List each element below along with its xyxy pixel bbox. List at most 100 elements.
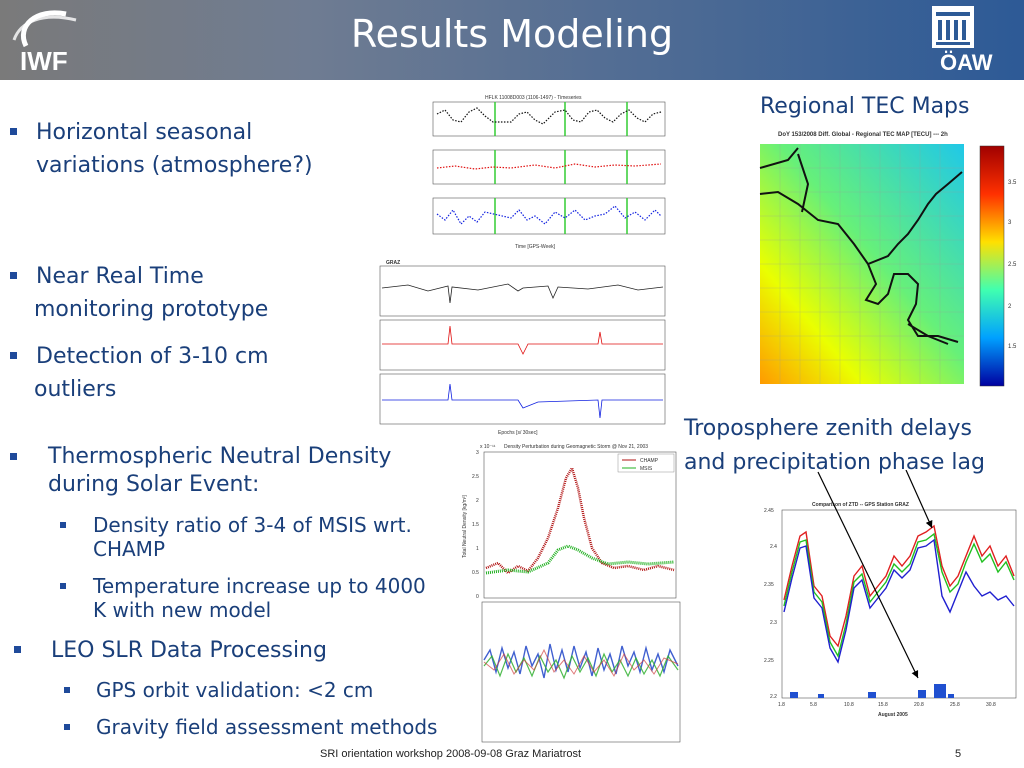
bullet-marker <box>60 522 66 528</box>
slr-residual-lines <box>483 643 679 679</box>
sub-bullet-text: GPS orbit validation: <2 cm <box>96 678 374 702</box>
ztd-red-series <box>783 524 1015 648</box>
title-bar <box>0 0 1024 80</box>
sub-bullet-text: CHAMP <box>93 537 166 561</box>
bullet-outliers: Detection of 3-10 cm outliers <box>10 340 350 406</box>
bullet-marker <box>60 583 66 589</box>
bullet-marker <box>14 646 21 653</box>
graz-xlabel: Epochs [s/ 30sec] <box>498 430 538 436</box>
ztd-figure: Comparison of ZTD -- GPS Station GRAZ 2.… <box>764 502 1017 718</box>
ztd-xtick: 10.8 <box>844 702 854 708</box>
density-legend-msis: MSIS <box>640 466 653 472</box>
tec-maps-label: Regional TEC Maps <box>760 94 970 119</box>
bullet-marker <box>10 453 17 460</box>
tec-colorbar-tick: 1.5 <box>1008 344 1017 350</box>
ztd-xtick: 1.8 <box>778 702 785 708</box>
timeseries-figure: HFLK 11008D003 (1106-1497) - Timeseries … <box>432 95 666 250</box>
coastline <box>759 147 963 345</box>
bullet-marker <box>64 687 70 693</box>
density-ytick: 2 <box>476 498 479 504</box>
page-number: 5 <box>955 748 962 760</box>
bullet-marker <box>10 352 17 359</box>
sub-bullet-text: Density ratio of 3-4 of MSIS wrt. <box>93 513 412 537</box>
troposphere-label: Troposphere zenith delays and precipitat… <box>684 412 985 480</box>
tec-colorbar-tick: 2.5 <box>1008 262 1017 268</box>
graz-panel-blue <box>379 373 666 425</box>
graz-panel-black <box>379 265 666 317</box>
sub-bullet-text: Gravity field assessment methods <box>96 715 438 739</box>
density-ylabel: Total Neutral Density [kg/m³] <box>462 495 468 558</box>
annotation-arrows <box>817 470 933 679</box>
density-ytick: 2.5 <box>472 474 479 480</box>
bullet-text: LEO SLR Data Processing <box>51 638 327 663</box>
bullet-text: during Solar Event: <box>48 472 260 497</box>
density-exponent: x 10⁻¹¹ <box>480 444 496 450</box>
footer-text: SRI orientation workshop 2008-09-08 Graz… <box>320 748 582 760</box>
ztd-precip-bars <box>790 684 954 698</box>
ztd-xtick: 5.8 <box>810 702 817 708</box>
timeseries-panel-north <box>432 101 666 137</box>
iwf-logo: IWF <box>6 6 98 76</box>
timeseries-panel-up <box>432 197 666 235</box>
density-ytick: 1.5 <box>472 522 479 528</box>
oaw-logo-text: ÖAW <box>940 50 993 75</box>
density-ytick: 3 <box>476 450 479 456</box>
timeseries-title: HFLK 11008D003 (1106-1497) - Timeseries <box>485 95 582 101</box>
timeseries-xlabel: Time [GPS-Week] <box>515 244 556 250</box>
timeseries-panel-east <box>432 149 666 185</box>
ztd-xtick: 30.8 <box>986 702 996 708</box>
sub-bullet-density: Density ratio of 3-4 of MSIS wrt. CHAMP <box>60 513 460 561</box>
arrow-to-ztd-peak <box>905 470 933 529</box>
density-ytick: 0 <box>476 594 479 600</box>
oaw-logo <box>930 4 1020 78</box>
ztd-ytick: 2.2 <box>770 694 777 700</box>
tec-colorbar-tick: 2 <box>1008 304 1012 310</box>
ztd-ytick: 2.45 <box>764 508 774 514</box>
bullet-thermo: Thermospheric Neutral Density during Sol… <box>10 443 450 499</box>
troposphere-label-line: and precipitation phase lag <box>684 450 985 475</box>
bullet-text: variations (atmosphere?) <box>36 153 313 178</box>
tec-colorbar <box>979 145 1005 387</box>
bullet-nrt: Near Real Time monitoring prototype <box>10 260 350 326</box>
density-title: Density Perturbation during Geomagnetic … <box>504 444 648 450</box>
ztd-xtick: 25.8 <box>950 702 960 708</box>
bullet-slr: LEO SLR Data Processing <box>14 634 454 667</box>
density-ytick: 1 <box>476 546 479 552</box>
tec-map-title: DoY 153/2008 Diff. Global - Regional TEC… <box>778 132 948 138</box>
tec-colorbar-tick: 3 <box>1008 220 1012 226</box>
tec-map-figure: DoY 153/2008 Diff. Global - Regional TEC… <box>759 132 1017 387</box>
bullet-marker <box>10 128 17 135</box>
sub-bullet-temp: Temperature increase up to 4000 K with n… <box>60 574 460 622</box>
slide-title: Results Modeling <box>350 12 674 56</box>
arrow-to-precip-bar <box>817 471 919 679</box>
sub-bullet-text: K with new model <box>93 598 272 622</box>
ztd-ytick: 2.3 <box>770 620 777 626</box>
ztd-ytick: 2.4 <box>770 544 777 550</box>
ztd-xtick: 20.8 <box>914 702 924 708</box>
bullet-seasonal: Horizontal seasonal variations (atmosphe… <box>10 116 350 182</box>
ztd-xlabel: August 2005 <box>878 712 908 718</box>
density-legend-champ: CHAMP <box>640 458 659 464</box>
sub-bullet-gps: GPS orbit validation: <2 cm <box>64 678 464 702</box>
tec-map-grid <box>760 144 964 384</box>
ztd-ytick: 2.25 <box>764 658 774 664</box>
bullet-marker <box>10 272 17 279</box>
sub-bullet-text: Temperature increase up to 4000 <box>93 574 426 598</box>
graz-monitoring-figure: GRAZ Epochs [s/ 30sec] <box>379 260 666 436</box>
density-figure: Density Perturbation during Geomagnetic … <box>462 444 677 600</box>
bullet-text: monitoring prototype <box>34 297 269 322</box>
bullet-text: Near Real Time <box>36 264 204 289</box>
sub-bullet-gravity: Gravity field assessment methods <box>64 715 484 739</box>
density-ytick: 0.5 <box>472 570 479 576</box>
slr-residual-figure <box>481 601 681 743</box>
troposphere-label-line: Troposphere zenith delays <box>684 416 972 441</box>
ztd-ytick: 2.35 <box>764 582 774 588</box>
bullet-text: Horizontal seasonal <box>36 120 253 145</box>
ztd-title: Comparison of ZTD -- GPS Station GRAZ <box>812 502 909 508</box>
density-msis-line <box>485 544 675 575</box>
bullet-text: outliers <box>34 377 117 402</box>
graz-panel-red <box>379 319 666 371</box>
bullet-text: Detection of 3-10 cm <box>36 344 269 369</box>
bullet-text: Thermospheric Neutral Density <box>48 444 392 469</box>
svg-text:IWF: IWF <box>20 46 68 76</box>
